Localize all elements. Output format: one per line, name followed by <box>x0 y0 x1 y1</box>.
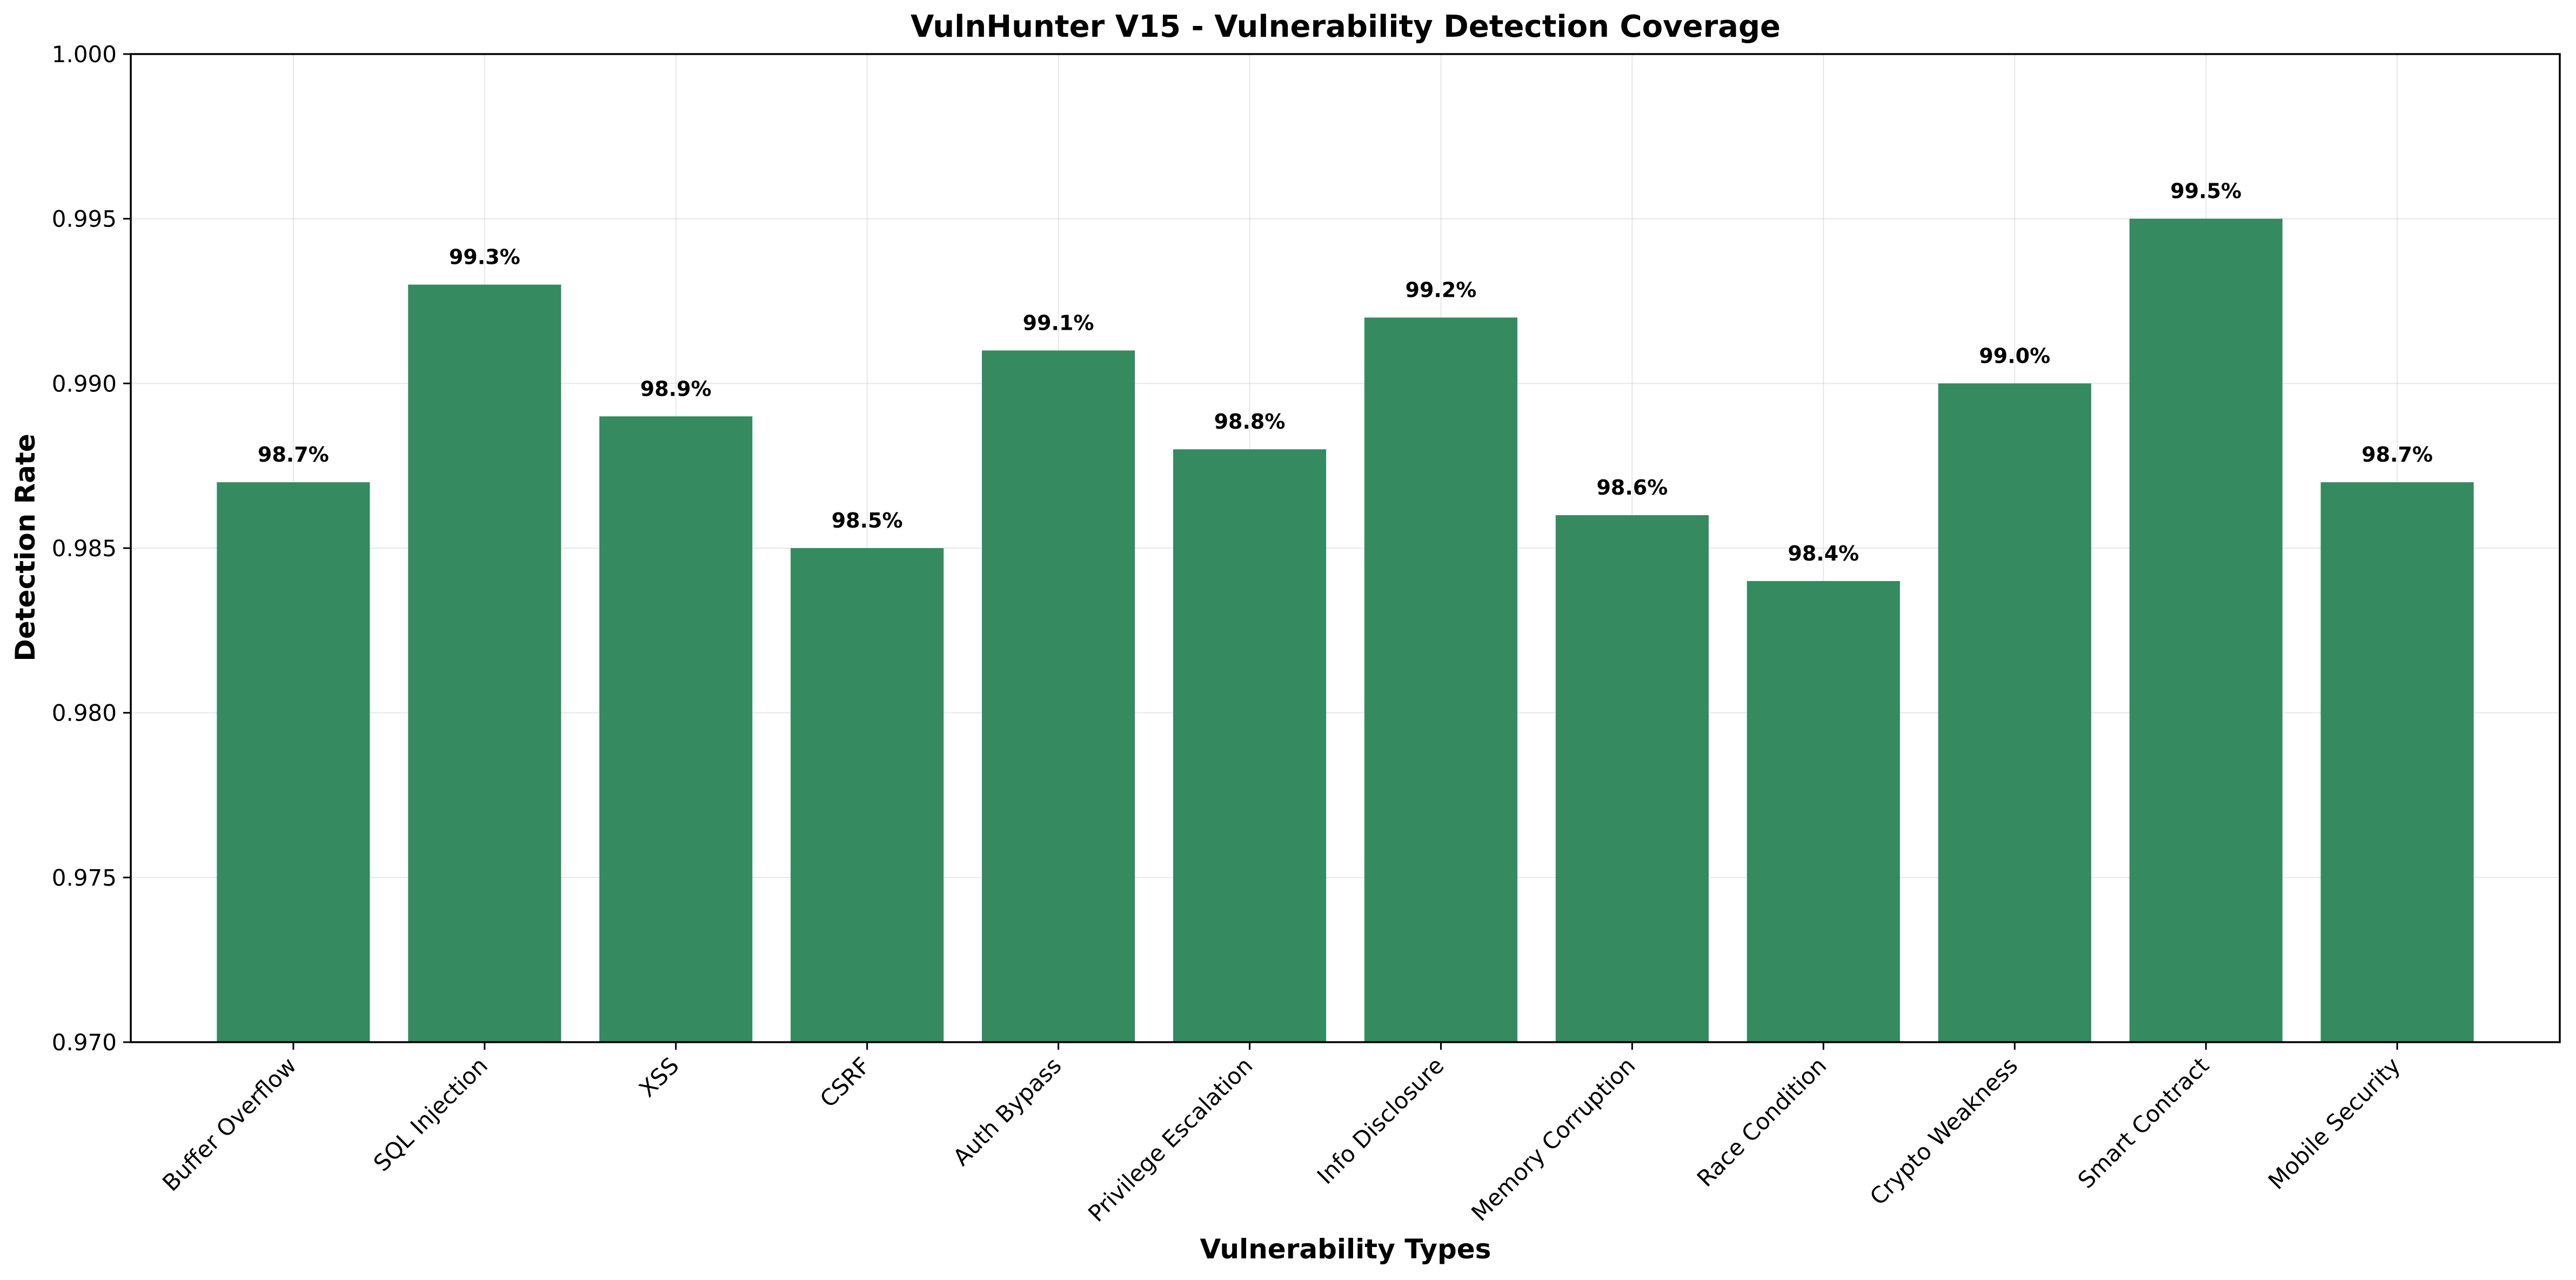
x-tick-label: Memory Corruption <box>1466 1052 1640 1226</box>
bar-value-label: 98.5% <box>832 509 903 532</box>
y-tick-label: 0.980 <box>52 700 117 726</box>
bar-value-label: 99.0% <box>1979 344 2050 368</box>
bar-value-label: 98.9% <box>640 377 712 401</box>
x-tick-label: Smart Contract <box>2073 1052 2214 1194</box>
y-axis-ticks: 0.970 0.975 0.980 0.985 0.990 0.995 1.000 <box>52 41 131 1056</box>
bar-memory-corruption <box>1555 515 1709 1042</box>
bar-value-label: 98.4% <box>1788 542 1859 565</box>
bar-value-label: 99.3% <box>449 245 520 269</box>
bar-smart-contract <box>2129 218 2283 1043</box>
bar-csrf <box>791 548 944 1042</box>
bar-info-disclosure <box>1364 317 1518 1042</box>
chart-title: VulnHunter V15 - Vulnerability Detection… <box>911 9 1781 44</box>
x-tick-label: Auth Bypass <box>948 1052 1067 1171</box>
bar-value-label: 98.8% <box>1214 410 1286 434</box>
bar-auth-bypass <box>982 350 1135 1042</box>
bar-xss <box>599 416 753 1043</box>
bars <box>217 218 2474 1043</box>
value-labels: 98.7% 99.3% 98.9% 98.5% 99.1% 98.8% 99.2% 98.6%… <box>258 179 2433 565</box>
y-tick-label: 1.000 <box>52 41 117 68</box>
y-tick-label: 0.995 <box>52 206 117 232</box>
bar-crypto-weakness <box>1938 383 2091 1043</box>
x-axis-label: Vulnerability Types <box>1200 1234 1491 1265</box>
y-axis-label: Detection Rate <box>10 434 41 661</box>
bar-race-condition <box>1747 581 1900 1042</box>
x-tick-label: XSS <box>634 1052 684 1102</box>
x-axis-ticks: Buffer Overflow SQL Injection XSS CSRF Auth … <box>157 1042 2405 1227</box>
bar-value-label: 98.6% <box>1596 476 1668 499</box>
y-tick-label: 0.975 <box>52 864 117 891</box>
x-tick-label: SQL Injection <box>369 1052 493 1176</box>
bar-privilege-escalation <box>1173 449 1327 1043</box>
x-tick-label: Buffer Overflow <box>157 1052 302 1196</box>
bar-value-label: 98.7% <box>258 443 329 466</box>
y-tick-label: 0.970 <box>52 1029 117 1056</box>
bar-sql-injection <box>408 284 561 1042</box>
bar-value-label: 99.2% <box>1406 278 1477 302</box>
x-tick-label: Info Disclosure <box>1312 1052 1449 1189</box>
x-tick-label: Race Condition <box>1692 1052 1832 1192</box>
bar-value-label: 98.7% <box>2361 443 2433 466</box>
x-tick-label: Crypto Weakness <box>1865 1052 2023 1210</box>
x-tick-label: CSRF <box>815 1052 875 1112</box>
x-tick-label: Privilege Escalation <box>1083 1052 1258 1227</box>
bar-value-label: 99.1% <box>1023 311 1094 335</box>
bar-mobile-security <box>2320 482 2474 1043</box>
bar-buffer-overflow <box>217 482 370 1043</box>
y-tick-label: 0.985 <box>52 535 117 562</box>
y-tick-label: 0.990 <box>52 370 117 397</box>
bar-value-label: 99.5% <box>2170 179 2242 203</box>
x-tick-label: Mobile Security <box>2263 1052 2405 1194</box>
